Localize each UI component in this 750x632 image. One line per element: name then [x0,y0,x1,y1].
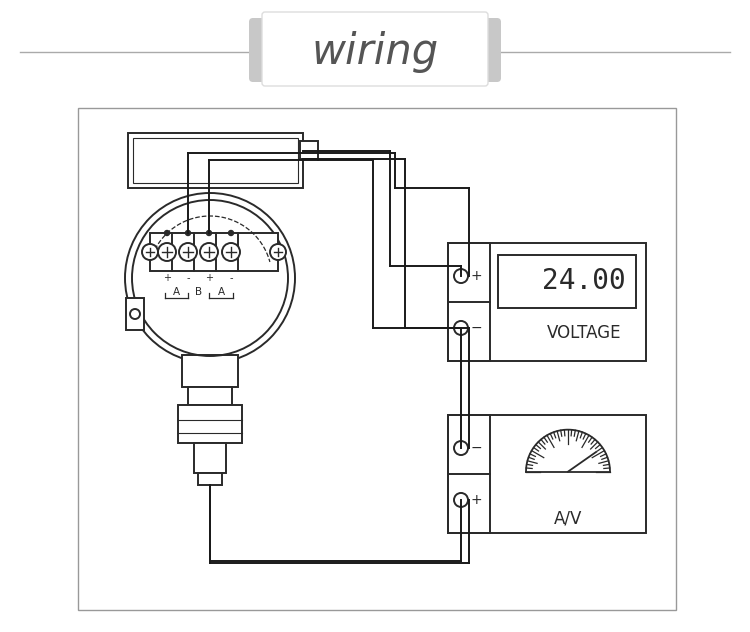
Circle shape [222,243,240,261]
FancyBboxPatch shape [471,18,501,82]
Text: −: − [470,441,482,455]
Text: −: − [470,321,482,335]
Circle shape [179,243,197,261]
Bar [133,138,298,183]
Circle shape [142,244,158,260]
Bar [150,233,278,271]
Text: -: - [230,273,232,283]
Circle shape [206,231,212,236]
Circle shape [454,441,468,455]
Bar [448,243,646,361]
Circle shape [454,493,468,507]
Circle shape [125,193,295,363]
Circle shape [229,231,233,236]
Bar [188,387,232,405]
Bar [448,415,646,533]
Text: 24.00: 24.00 [542,267,626,295]
Bar [498,255,636,308]
Circle shape [270,244,286,260]
Text: +: + [470,269,482,283]
Text: A: A [172,287,179,297]
Text: VOLTAGE: VOLTAGE [547,324,621,342]
Circle shape [185,231,190,236]
Circle shape [200,243,218,261]
Bar [78,108,676,610]
Text: -: - [186,273,190,283]
Text: +: + [205,273,213,283]
Circle shape [164,231,170,236]
Bar [448,243,490,361]
Text: +: + [163,273,171,283]
Bar [126,298,144,330]
Bar [198,473,222,485]
Text: A: A [217,287,224,297]
FancyBboxPatch shape [249,18,279,82]
FancyBboxPatch shape [262,12,488,86]
Bar [448,415,490,533]
Bar [300,141,318,159]
Bar [194,443,226,473]
Bar [128,133,303,188]
Circle shape [158,243,176,261]
Circle shape [454,269,468,283]
Text: B: B [196,287,202,297]
Circle shape [454,321,468,335]
Text: A/V: A/V [554,510,582,528]
Text: wiring: wiring [311,31,439,73]
Text: +: + [470,493,482,507]
Bar [178,405,242,443]
Bar [182,355,238,387]
